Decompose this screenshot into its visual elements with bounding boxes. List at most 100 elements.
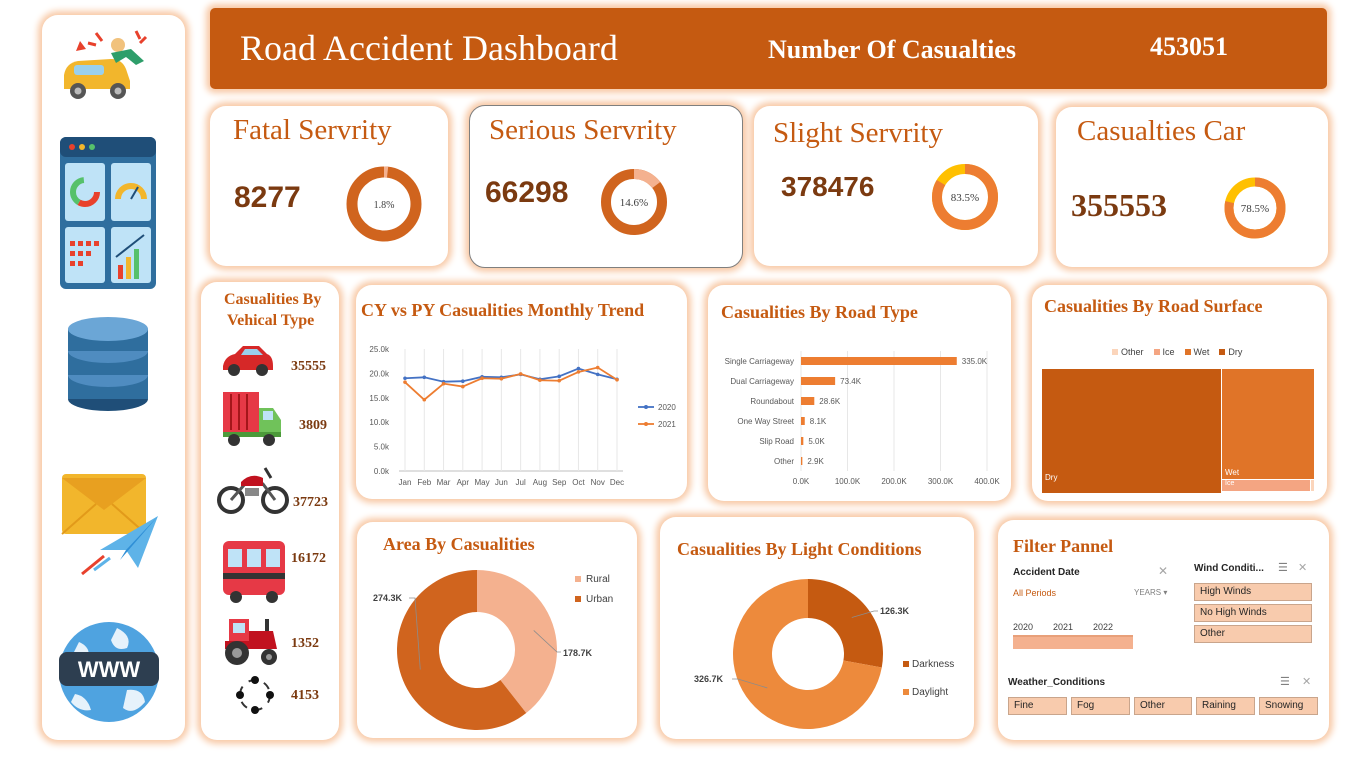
area-card: Area By Casualities 178.7K 274.3K Rural Urb… <box>357 522 637 738</box>
kpi-serious-value: 66298 <box>485 176 569 209</box>
weather-option-raining[interactable]: Raining <box>1196 697 1255 715</box>
wind-option-high-winds[interactable]: High Winds <box>1194 583 1312 601</box>
road-bar <box>801 457 803 465</box>
years-dropdown[interactable]: YEARS ▾ <box>1134 588 1167 597</box>
light-label-darkness: 126.3K <box>880 606 910 616</box>
road-bar <box>801 377 836 385</box>
road-xtick: 0.0K <box>793 477 810 486</box>
kpi-fatal-donut-segment <box>346 166 422 242</box>
area-legend-swatch-urban <box>575 596 581 602</box>
legend-other-label: Other <box>1121 347 1144 357</box>
light-legend-daylight: Daylight <box>912 687 948 698</box>
other-vehicle-icon <box>236 676 274 714</box>
light-label-daylight: 326.7K <box>694 674 724 684</box>
weather-multiselect-icon[interactable]: ☰ <box>1280 676 1290 688</box>
legend-ice: Ice <box>1153 347 1175 357</box>
trend-ytick: 5.0k <box>374 443 390 452</box>
wind-option-other[interactable]: Other <box>1194 625 1312 643</box>
vehicle-motorcycle-value: 37723 <box>293 495 328 510</box>
road-category-label: Dual Carriageway <box>730 377 794 386</box>
timeline-year-2020[interactable]: 2020 <box>1013 622 1034 632</box>
trend-xtick: Jun <box>495 478 508 487</box>
car-icon <box>223 346 273 376</box>
vehicle-type-title-1: Casualities By <box>224 291 322 308</box>
road-bar <box>801 357 957 365</box>
trend-point-2021 <box>499 376 504 381</box>
area-slice-urban <box>397 570 527 730</box>
road-category-label: Slip Road <box>759 437 794 446</box>
trend-ytick: 10.0k <box>369 418 390 427</box>
accident-date-clear-icon[interactable]: ✕ <box>1158 564 1169 578</box>
road-type-chart: 0.0K 100.0K 200.0K 300.0K 400.0K Single Carri… <box>725 351 1000 486</box>
all-periods-label: All Periods <box>1013 588 1057 598</box>
road-category-label: Roundabout <box>750 397 794 406</box>
trend-point-2020 <box>403 376 407 381</box>
road-type-card: Casualities By Road Type 0.0K 100.0K 200.0… <box>708 285 1011 501</box>
kpi-slight-value: 378476 <box>781 171 875 202</box>
casualties-label: Number Of Casualties <box>768 35 1016 64</box>
area-leader-rural <box>533 630 561 653</box>
timeline-year-2022[interactable]: 2022 <box>1093 622 1114 632</box>
road-xtick: 400.0K <box>974 477 1000 486</box>
kpi-slight-title: Slight Servrity <box>773 117 943 149</box>
light-leader-darkness <box>851 610 878 618</box>
weather-option-fine[interactable]: Fine <box>1008 697 1067 715</box>
svg-text:WWW: WWW <box>78 657 141 682</box>
area-legend-swatch-rural <box>575 576 581 582</box>
trend-xtick: Nov <box>591 478 605 487</box>
weather-option-fog[interactable]: Fog <box>1071 697 1130 715</box>
weather-clear-filter-icon[interactable]: ✕ <box>1302 676 1312 688</box>
light-title: Casualities By Light Conditions <box>677 539 922 559</box>
light-chart: 126.3K 326.7K Darkness Daylight <box>694 579 954 729</box>
car-accident-icon <box>64 30 148 99</box>
road-bar-label: 5.0K <box>808 437 825 446</box>
timeline-bar[interactable] <box>1013 635 1133 649</box>
legend-dry: Dry <box>1219 347 1242 357</box>
monthly-trend-title: CY vs PY Casualities Monthly Trend <box>361 300 645 320</box>
wind-clear-filter-icon[interactable]: ✕ <box>1298 562 1308 574</box>
legend-wet-label: Wet <box>1193 347 1210 357</box>
motorcycle-icon <box>217 467 289 514</box>
trend-point-2021 <box>615 377 619 382</box>
treemap-ice-label: Ice <box>1225 480 1235 487</box>
kpi-serious-pct: 14.6% <box>620 197 648 209</box>
trend-xtick: Oct <box>572 478 585 487</box>
monthly-trend-card: CY vs PY Casualities Monthly Trend 0.0k 5… <box>356 285 687 499</box>
email-send-icon <box>61 474 158 576</box>
trend-xtick: Feb <box>417 478 431 487</box>
timeline-year-2021[interactable]: 2021 <box>1053 622 1074 632</box>
kpi-fatal-pct: 1.8% <box>374 200 395 211</box>
kpi-serious-card: Serious Servrity 66298 14.6% <box>469 105 743 268</box>
kpi-car-donut-segment <box>1224 177 1286 239</box>
road-category-label: One Way Street <box>737 417 794 426</box>
weather-option-snowing[interactable]: Snowing <box>1259 697 1318 715</box>
tractor-icon <box>225 619 277 665</box>
area-legend-rural: Rural <box>586 574 610 585</box>
kpi-slight-card: Slight Servrity 378476 83.5% <box>754 106 1038 266</box>
weather-option-other[interactable]: Other <box>1134 697 1192 715</box>
road-xtick: 300.0K <box>928 477 954 486</box>
legend-wet: Wet <box>1184 347 1210 357</box>
trend-legend-dot-2021 <box>644 422 648 426</box>
trend-ytick: 0.0k <box>374 467 390 476</box>
light-legend-swatch-darkness <box>903 661 909 667</box>
wind-option-no-high-winds[interactable]: No High Winds <box>1194 604 1312 622</box>
road-surface-legend: Other Ice Wet Dry <box>1112 347 1242 357</box>
trend-xtick: Dec <box>610 478 624 487</box>
legend-other: Other <box>1112 347 1144 357</box>
light-leader-daylight <box>732 678 768 689</box>
trend-point-2021 <box>518 372 523 376</box>
vehicle-bus-value: 16172 <box>291 551 326 566</box>
wind-multiselect-icon[interactable]: ☰ <box>1278 562 1288 574</box>
area-label-rural: 178.7K <box>563 648 593 658</box>
kpi-serious-title: Serious Servrity <box>489 114 677 146</box>
road-bar-label: 2.9K <box>807 457 824 466</box>
trend-point-2021 <box>461 384 465 389</box>
trend-point-2020 <box>422 375 427 380</box>
filter-panel-card: Filter Pannel Accident Date ✕ All Period… <box>998 520 1329 740</box>
road-category-label: Single Carriageway <box>725 357 794 366</box>
kpi-car-value: 355553 <box>1071 187 1167 223</box>
light-legend-swatch-daylight <box>903 689 909 695</box>
vehicle-car-value: 35555 <box>291 359 326 374</box>
trend-xtick: Aug <box>533 478 547 487</box>
